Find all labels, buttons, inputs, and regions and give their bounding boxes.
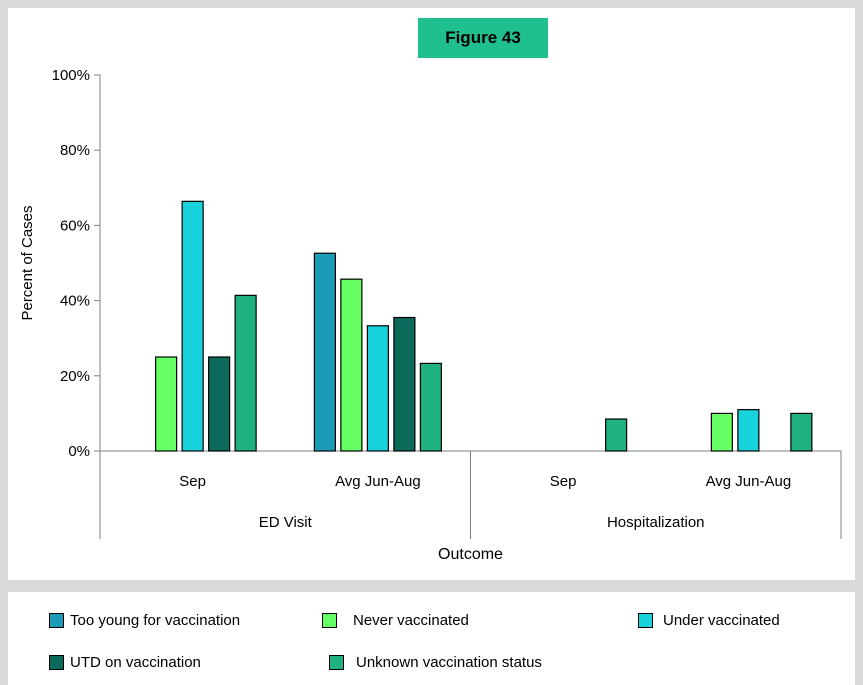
legend-item-too-young: Too young for vaccination (49, 612, 240, 629)
group-label: ED Visit (259, 514, 313, 531)
group-label: Hospitalization (607, 514, 705, 531)
chart-labels: 0% 20% 40% 60% 80% 100% Percent of Cases ED Vis… (19, 67, 791, 563)
bar (181, 200, 204, 452)
category-label: Avg Jun-Aug (335, 473, 421, 490)
chart-panel: Figure 43 0% 20% 40% 60% 80% 100% Percent of C… (8, 8, 855, 580)
category-label: Sep (179, 473, 206, 490)
legend: Too young for vaccination Never vaccinat… (8, 592, 855, 685)
legend-item-under: Under vaccinated (638, 612, 780, 629)
legend-label-never: Never vaccinated (353, 612, 469, 629)
bar (393, 316, 416, 452)
legend-label-unknown: Unknown vaccination status (356, 654, 542, 671)
figure-label: Figure 43 (418, 18, 548, 58)
bar (605, 418, 628, 452)
bar (313, 252, 336, 452)
y-tick-label: 60% (60, 217, 90, 234)
bar (340, 278, 363, 452)
y-axis-title: Percent of Cases (19, 205, 36, 320)
y-tick-label: 0% (68, 443, 90, 460)
bar (710, 412, 733, 452)
category-label: Sep (550, 473, 577, 490)
bar (208, 356, 231, 452)
y-tick-label: 80% (60, 142, 90, 159)
category-label: Avg Jun-Aug (706, 473, 792, 490)
legend-item-unknown: Unknown vaccination status (329, 654, 542, 671)
legend-label-utd: UTD on vaccination (70, 654, 201, 671)
y-tick-label: 40% (60, 293, 90, 310)
bar (155, 356, 178, 452)
bar (419, 362, 442, 452)
bar (790, 412, 813, 452)
legend-item-utd: UTD on vaccination (49, 654, 201, 671)
bar (737, 409, 760, 452)
bar (366, 325, 389, 452)
x-axis-title: Outcome (438, 546, 503, 563)
bar (234, 294, 257, 452)
legend-swatch-unknown (329, 655, 344, 670)
chart-axes (94, 74, 842, 539)
legend-swatch-utd (49, 655, 64, 670)
legend-swatch-never (322, 613, 337, 628)
legend-item-never: Never vaccinated (322, 612, 469, 629)
legend-swatch-under (638, 613, 653, 628)
y-tick-label: 100% (52, 67, 90, 84)
legend-label-under: Under vaccinated (663, 612, 780, 629)
legend-label-too-young: Too young for vaccination (70, 612, 241, 629)
legend-swatch-too-young (49, 613, 64, 628)
chart-bars (155, 200, 813, 452)
bar-chart: 0% 20% 40% 60% 80% 100% Percent of Cases ED Vis… (19, 67, 842, 563)
y-tick-label: 20% (60, 368, 90, 385)
